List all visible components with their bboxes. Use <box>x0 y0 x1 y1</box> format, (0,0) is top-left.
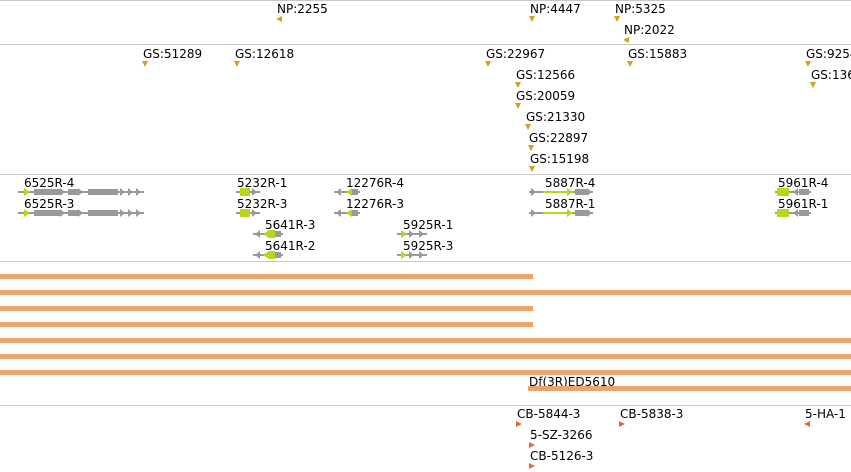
arrow-down-icon <box>525 124 531 130</box>
feature-label: 5887R-4 <box>545 176 596 190</box>
gene-feature[interactable]: 5641R-2 <box>253 239 333 259</box>
arrow-down-icon <box>810 82 816 88</box>
feature-label: GS:21330 <box>526 110 586 124</box>
gene-feature[interactable]: 5887R-4 <box>529 176 609 196</box>
arrow-right-icon <box>529 442 535 448</box>
gene-model <box>529 208 593 218</box>
gene-model <box>18 187 144 197</box>
feature-label: 5232R-3 <box>237 197 288 211</box>
gene-feature[interactable]: 12276R-3 <box>334 197 414 217</box>
deletion-bar[interactable] <box>528 386 851 391</box>
gene-model <box>334 208 360 218</box>
gene-feature[interactable]: 12276R-4 <box>334 176 414 196</box>
deletion-bar[interactable] <box>0 274 533 279</box>
arrow-down-icon <box>529 166 535 172</box>
gene-model <box>18 208 144 218</box>
feature-label: GS:12566 <box>516 68 576 82</box>
feature-label: GS:12618 <box>235 47 295 61</box>
feature-label: 12276R-3 <box>346 197 404 211</box>
feature-label: 5887R-1 <box>545 197 596 211</box>
feature-label: CB-5838-3 <box>620 407 684 421</box>
feature-label: 5-SZ-3266 <box>530 428 593 442</box>
gene-model <box>397 250 427 260</box>
deletion-bar[interactable] <box>0 370 851 375</box>
gene-model <box>236 208 260 218</box>
feature-label: NP:5325 <box>615 2 666 16</box>
gene-feature[interactable]: 5925R-3 <box>397 239 467 259</box>
feature-label: 5961R-1 <box>778 197 829 211</box>
gene-feature[interactable]: 5961R-4 <box>775 176 845 196</box>
feature-label: 5961R-4 <box>778 176 829 190</box>
feature-label: 5-HA-1 <box>805 407 846 421</box>
feature-label: 12276R-4 <box>346 176 404 190</box>
feature-label: GS:20059 <box>516 89 576 103</box>
gene-model <box>529 187 593 197</box>
arrow-down-icon <box>805 61 811 67</box>
feature-label: 5641R-3 <box>265 218 316 232</box>
track-separator <box>0 174 851 175</box>
feature-label: 5641R-2 <box>265 239 316 253</box>
gene-feature[interactable]: 5641R-3 <box>253 218 333 238</box>
gene-model <box>775 187 811 197</box>
feature-label: NP:4447 <box>530 2 581 16</box>
arrow-down-icon <box>142 61 148 67</box>
arrow-down-icon <box>528 145 534 151</box>
arrow-down-icon <box>627 61 633 67</box>
arrow-down-icon <box>234 61 240 67</box>
feature-label: GS:22897 <box>529 131 589 145</box>
arrow-left-icon <box>804 421 810 427</box>
feature-label: 5232R-1 <box>237 176 288 190</box>
gene-feature[interactable]: 6525R-3 <box>18 197 148 217</box>
arrow-down-icon <box>485 61 491 67</box>
track-separator <box>0 44 851 45</box>
gene-feature[interactable]: 5925R-1 <box>397 218 467 238</box>
gene-model <box>775 208 811 218</box>
arrow-left-icon <box>623 37 629 43</box>
arrow-right-icon <box>529 463 535 469</box>
deletion-bar[interactable] <box>0 322 533 327</box>
feature-label: GS:15883 <box>628 47 688 61</box>
feature-label: 5925R-1 <box>403 218 454 232</box>
feature-label: 6525R-4 <box>24 176 75 190</box>
deletion-bar[interactable] <box>0 290 851 295</box>
gene-model <box>334 187 360 197</box>
deletion-label: Df(3R)ED5610 <box>529 375 616 389</box>
deletion-bar[interactable] <box>0 354 851 359</box>
gene-model <box>253 250 283 260</box>
arrow-down-icon <box>515 103 521 109</box>
gene-model <box>236 187 260 197</box>
gene-feature[interactable]: 5232R-1 <box>236 176 306 196</box>
arrow-down-icon <box>515 82 521 88</box>
feature-label: 5925R-3 <box>403 239 454 253</box>
track-separator <box>0 261 851 262</box>
gene-feature[interactable]: 6525R-4 <box>18 176 148 196</box>
feature-label: CB-5126-3 <box>530 449 594 463</box>
deletion-bar[interactable] <box>0 338 851 343</box>
feature-label: GS:51289 <box>143 47 203 61</box>
feature-label: NP:2255 <box>277 2 328 16</box>
feature-label: NP:2022 <box>624 23 675 37</box>
gene-feature[interactable]: 5232R-3 <box>236 197 306 217</box>
gene-model <box>253 229 283 239</box>
track-separator <box>0 0 851 1</box>
feature-label: CB-5844-3 <box>517 407 581 421</box>
arrow-right-icon <box>619 421 625 427</box>
arrow-down-icon <box>614 16 620 22</box>
feature-label: GS:13690 <box>811 68 851 82</box>
feature-label: GS:9254 <box>806 47 851 61</box>
gene-model <box>397 229 427 239</box>
arrow-down-icon <box>529 16 535 22</box>
deletion-bar[interactable] <box>0 306 533 311</box>
feature-label: 6525R-3 <box>24 197 75 211</box>
arrow-left-icon <box>276 16 282 22</box>
arrow-right-icon <box>516 421 522 427</box>
track-separator <box>0 405 851 406</box>
feature-label: GS:22967 <box>486 47 546 61</box>
feature-label: GS:15198 <box>530 152 590 166</box>
gene-feature[interactable]: 5961R-1 <box>775 197 845 217</box>
gene-feature[interactable]: 5887R-1 <box>529 197 609 217</box>
